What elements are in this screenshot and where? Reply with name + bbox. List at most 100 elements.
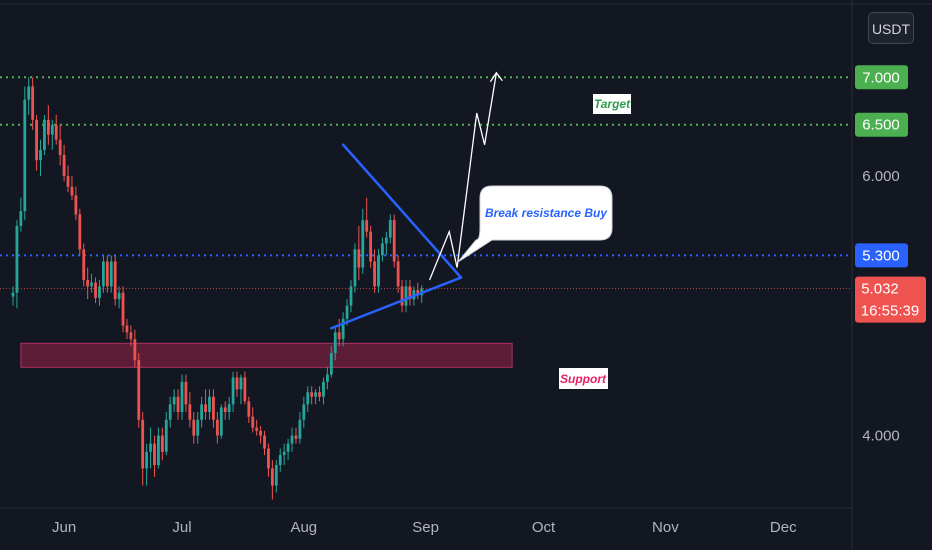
- x-tick-label: Dec: [770, 519, 797, 536]
- candle-body: [208, 396, 211, 413]
- candle-body: [137, 360, 141, 420]
- candle-body: [384, 237, 388, 244]
- candle-body: [98, 286, 101, 298]
- candle-body: [243, 377, 247, 402]
- candle-body: [369, 231, 373, 262]
- candle-body: [192, 419, 196, 436]
- y-tick-label: 4.000: [862, 428, 900, 445]
- candle-body: [15, 225, 19, 293]
- candle-body: [27, 86, 31, 100]
- support-zone-layer: [20, 342, 513, 368]
- candle-body: [121, 292, 125, 326]
- candle-body: [204, 404, 207, 413]
- candle-body: [314, 392, 318, 397]
- candle-body: [46, 119, 50, 135]
- candle-body: [270, 468, 274, 486]
- candle-body: [302, 404, 306, 420]
- candle-body: [290, 435, 294, 444]
- candle-body: [349, 286, 353, 306]
- candle-body: [50, 124, 54, 135]
- currency-button[interactable]: USDT: [868, 12, 914, 44]
- x-tick-label: Sep: [412, 519, 439, 536]
- candle-body: [396, 261, 400, 287]
- candle-body: [70, 186, 74, 196]
- candle-body: [125, 325, 129, 333]
- candle-body: [145, 451, 149, 469]
- drawings-layer: [330, 71, 503, 330]
- candle-body: [66, 175, 70, 187]
- candle-body: [247, 401, 251, 417]
- candle-body: [388, 220, 392, 238]
- annotations-layer: Target Break resistance Buy Support: [457, 94, 631, 389]
- price-label-bg: [855, 243, 908, 268]
- axes-layer: 7.000 6.500 5.300 4.000 6.000 5.032 16:55:39 Ju…: [52, 65, 926, 536]
- triangle-upper-line[interactable]: [341, 143, 463, 279]
- candle-body: [23, 99, 27, 212]
- candle-body: [200, 404, 204, 420]
- candle-body: [377, 255, 380, 287]
- candle-body: [329, 353, 333, 375]
- y-tick-label: 6.000: [862, 168, 900, 185]
- candle-body: [62, 154, 66, 176]
- price-label: 5.300: [862, 247, 900, 264]
- candle-body: [345, 305, 349, 319]
- candle-body: [298, 419, 302, 439]
- candle-body: [101, 261, 105, 287]
- candle-body: [416, 290, 420, 296]
- candle-body: [231, 377, 235, 405]
- candle-body: [263, 435, 266, 449]
- candle-body: [141, 419, 145, 469]
- candle-body: [39, 149, 42, 161]
- candle-body: [365, 220, 369, 232]
- candle-body: [149, 443, 152, 452]
- candle-body: [35, 119, 38, 161]
- candle-body: [58, 139, 62, 155]
- candle-body: [357, 249, 361, 268]
- triangle-lower-line[interactable]: [330, 276, 463, 330]
- projection-arrowhead: [489, 71, 503, 83]
- candle-body: [172, 396, 176, 405]
- candle-body: [223, 407, 227, 413]
- candle-body: [282, 451, 286, 456]
- candle-body: [318, 392, 321, 397]
- candle-body: [392, 220, 396, 262]
- candle-body: [113, 261, 117, 300]
- candle-body: [19, 211, 23, 226]
- candles-layer: [11, 77, 424, 500]
- candle-body: [341, 318, 345, 340]
- candle-body: [326, 374, 329, 382]
- candle-body: [153, 443, 156, 466]
- candle-body: [11, 292, 15, 297]
- candle-body: [337, 332, 341, 340]
- price-label: 7.000: [862, 69, 900, 86]
- breakout-label: Break resistance Buy: [485, 206, 608, 220]
- candle-body: [294, 435, 298, 439]
- projection-path[interactable]: [428, 72, 498, 281]
- candle-body: [227, 404, 231, 413]
- candle-body: [404, 286, 408, 306]
- candle-body: [322, 381, 325, 397]
- candle-body: [117, 292, 121, 300]
- candle-body: [129, 332, 133, 340]
- candle-body: [212, 396, 215, 420]
- x-tick-label: Jun: [52, 519, 76, 536]
- candle-body: [54, 124, 58, 140]
- candle-body: [164, 419, 168, 452]
- candle-body: [168, 404, 172, 420]
- support-zone[interactable]: [20, 342, 513, 368]
- candle-body: [267, 448, 270, 469]
- support-label-bg: [559, 368, 608, 389]
- candle-body: [235, 377, 239, 390]
- x-tick-label: Aug: [290, 519, 317, 536]
- candle-body: [333, 332, 337, 354]
- candle-body: [310, 392, 314, 397]
- candle-body: [31, 86, 35, 120]
- support-label: Support: [560, 372, 607, 386]
- target-label-bg: [593, 94, 631, 114]
- candle-body: [78, 214, 82, 250]
- breakout-callout[interactable]: [457, 185, 613, 263]
- candle-body: [133, 339, 137, 361]
- candle-body: [160, 435, 164, 452]
